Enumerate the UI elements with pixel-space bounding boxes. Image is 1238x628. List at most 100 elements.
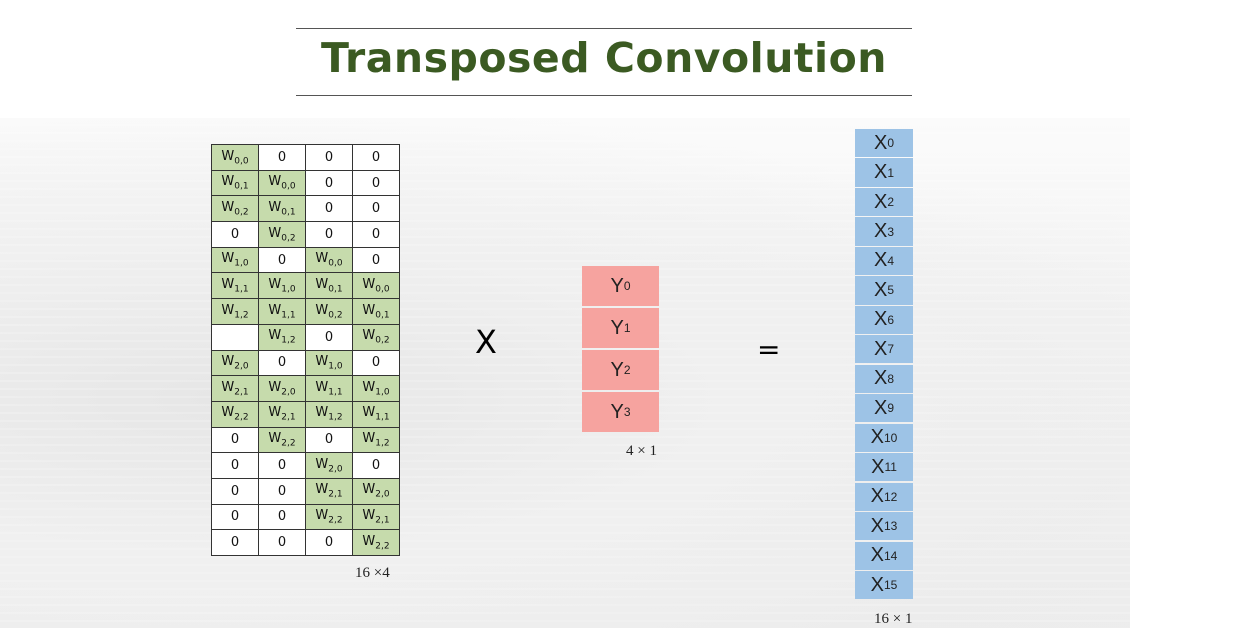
x-vector-cell: X 14 — [855, 541, 913, 570]
weight-matrix-cell: W2,0 — [211, 349, 259, 377]
weight-matrix-row: 0 W2,2 0 W1,2 — [211, 426, 400, 454]
weight-matrix-cell: 0 — [352, 169, 400, 197]
weight-matrix-row: W1,0 0 W0,0 0 — [211, 246, 400, 274]
background-texture — [0, 118, 1130, 628]
weight-matrix-cell: 0 — [352, 144, 400, 171]
weight-matrix-row: 0 0 W2,0 0 — [211, 452, 400, 479]
x-vector-cell: X 15 — [855, 571, 913, 600]
weight-matrix-cell: 0 — [211, 529, 259, 556]
weight-matrix-cell: W0,1 — [305, 272, 353, 300]
weight-matrix-cell: W2,0 — [352, 477, 400, 505]
weight-matrix-cell: 0 — [352, 452, 400, 479]
weight-matrix-cell: 0 — [258, 503, 306, 531]
weight-matrix-cell: W1,2 — [305, 400, 353, 428]
weight-matrix-cell: W1,0 — [305, 349, 353, 377]
weight-matrix-cell: 0 — [211, 426, 259, 454]
x-vector-dimension: 16 × 1 — [874, 611, 913, 627]
weight-matrix-cell: 0 — [258, 452, 306, 479]
weight-matrix-cell: 0 — [258, 477, 306, 505]
weight-matrix-row: W0,2 W0,1 0 0 — [211, 195, 400, 223]
weight-matrix-cell: W2,2 — [352, 529, 400, 556]
weight-matrix-cell: 0 — [352, 195, 400, 223]
weight-matrix-cell: W1,2 — [258, 323, 306, 351]
weight-matrix-cell: 0 — [258, 246, 306, 274]
weight-matrix-cell: W1,2 — [211, 298, 259, 325]
weight-matrix: W0,0 0 0 0 W0,1 W0,0 0 0 W0,2 W0,1 0 0 0 W0,2 0 0 W1,0 0 W… — [211, 144, 400, 556]
weight-matrix-cell: 0 — [258, 144, 306, 171]
weight-matrix-row: W1,2 0 W0,2 — [211, 323, 400, 351]
weight-matrix-cell: W0,0 — [211, 144, 259, 171]
weight-matrix-row: 0 0 W2,1 W2,0 — [211, 477, 400, 505]
x-vector: X 0 X 1 X 2 X 3 X 4 X 5 X 6 X 7 X 8 X 9 X 10 X 11 X 12 X 13 X 14 X 15 — [855, 129, 913, 601]
weight-matrix-cell: 0 — [305, 169, 353, 197]
weight-matrix-cell: W0,0 — [352, 272, 400, 300]
weight-matrix-cell: 0 — [211, 221, 259, 248]
weight-matrix-cell: 0 — [305, 144, 353, 171]
weight-matrix-cell: W2,2 — [305, 503, 353, 531]
weight-matrix-cell: W0,1 — [211, 169, 259, 197]
weight-matrix-cell: 0 — [352, 246, 400, 274]
weight-matrix-cell: 0 — [211, 452, 259, 479]
weight-matrix-row: W2,0 0 W1,0 0 — [211, 349, 400, 377]
weight-matrix-cell: W1,1 — [352, 400, 400, 428]
weight-matrix-cell: 0 — [305, 221, 353, 248]
weight-matrix-cell: W0,2 — [352, 323, 400, 351]
weight-matrix-row: 0 0 0 W2,2 — [211, 529, 400, 556]
weight-matrix-cell: 0 — [305, 426, 353, 454]
x-vector-cell: X 12 — [855, 482, 913, 511]
weight-matrix-cell: W2,2 — [211, 400, 259, 428]
weight-matrix-cell: 0 — [305, 323, 353, 351]
weight-matrix-row: 0 W0,2 0 0 — [211, 221, 400, 248]
weight-matrix-cell: W0,0 — [258, 169, 306, 197]
weight-matrix-cell: W2,1 — [211, 375, 259, 402]
weight-matrix-row: W1,1 W1,0 W0,1 W0,0 — [211, 272, 400, 300]
y-vector-dimension: 4 × 1 — [626, 443, 657, 459]
weight-matrix-cell: W0,2 — [211, 195, 259, 223]
weight-matrix-cell: W0,0 — [305, 246, 353, 274]
weight-matrix-cell: W0,2 — [258, 221, 306, 248]
weight-matrix-cell — [211, 323, 259, 351]
weight-matrix-cell: W2,1 — [258, 400, 306, 428]
weight-matrix-cell: W2,0 — [305, 452, 353, 479]
title-top-rule — [296, 28, 912, 29]
weight-matrix-row: W0,0 0 0 0 — [211, 144, 400, 171]
weight-matrix-row: W0,1 W0,0 0 0 — [211, 169, 400, 197]
weight-matrix-cell: W1,0 — [258, 272, 306, 300]
x-vector-cell: X 13 — [855, 512, 913, 541]
weight-matrix-cell: 0 — [305, 195, 353, 223]
weight-matrix-cell: W1,1 — [211, 272, 259, 300]
weight-matrix-cell: W2,1 — [305, 477, 353, 505]
weight-matrix-cell: W2,1 — [352, 503, 400, 531]
weight-matrix-row: W1,2 W1,1 W0,2 W0,1 — [211, 298, 400, 325]
weight-matrix-cell: W1,0 — [352, 375, 400, 402]
weight-matrix-row: W2,2 W2,1 W1,2 W1,1 — [211, 400, 400, 428]
equals-operator: = — [757, 333, 781, 366]
weight-matrix-row: W2,1 W2,0 W1,1 W1,0 — [211, 375, 400, 402]
multiply-operator: X — [475, 323, 497, 361]
weight-matrix-cell: 0 — [258, 529, 306, 556]
weight-matrix-cell: 0 — [258, 349, 306, 377]
weight-matrix-cell: W0,1 — [258, 195, 306, 223]
weight-matrix-cell: 0 — [211, 503, 259, 531]
weight-matrix-cell: W0,2 — [305, 298, 353, 325]
weight-matrix-cell: W2,2 — [258, 426, 306, 454]
x-vector-cell: X 11 — [855, 453, 913, 482]
weight-matrix-cell: W0,1 — [352, 298, 400, 325]
weight-matrix-cell: 0 — [211, 477, 259, 505]
weight-matrix-dimension: 16 ×4 — [355, 565, 390, 581]
weight-matrix-cell: W1,1 — [305, 375, 353, 402]
weight-matrix-cell: 0 — [352, 221, 400, 248]
